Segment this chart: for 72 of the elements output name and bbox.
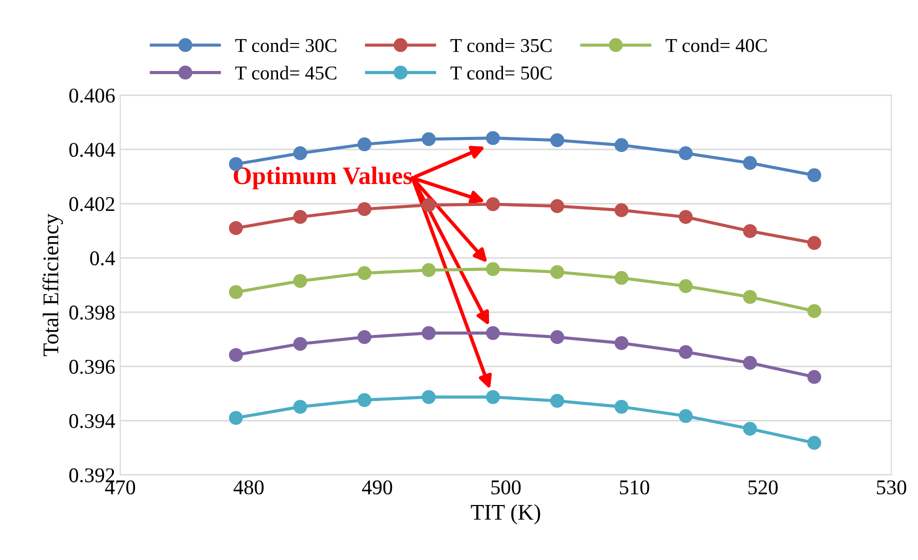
- point: [550, 330, 564, 344]
- point: [293, 210, 308, 224]
- point: [486, 262, 500, 276]
- point: [293, 336, 308, 351]
- point: [358, 393, 372, 407]
- y-tick-label: 0.392: [69, 468, 114, 482]
- y-tick-label: 0.396: [69, 360, 115, 374]
- point: [293, 400, 308, 414]
- point: [678, 210, 693, 224]
- point: [743, 356, 757, 370]
- legend-label: T cond= 35C: [450, 38, 552, 52]
- point: [550, 133, 564, 148]
- y-tick-label: 0.394: [69, 414, 116, 428]
- annotation: Optimum Values: [234, 166, 412, 190]
- point: [422, 198, 436, 212]
- point: [486, 390, 500, 404]
- point: [807, 370, 822, 384]
- point: [678, 345, 693, 359]
- point: [358, 330, 372, 344]
- point: [743, 224, 757, 238]
- point: [550, 265, 564, 279]
- point: [614, 400, 628, 414]
- point: [614, 138, 628, 152]
- x-tick-label: 530: [876, 480, 906, 494]
- point: [228, 348, 243, 362]
- point: [358, 202, 372, 216]
- point: [422, 326, 436, 340]
- x-axis-title: TIT (K): [470, 504, 540, 524]
- point: [293, 146, 308, 160]
- point: [743, 156, 757, 170]
- point: [422, 132, 436, 146]
- point: [743, 422, 757, 436]
- legend-label: T cond= 30C: [235, 38, 336, 52]
- point: [550, 394, 564, 408]
- point: [678, 146, 693, 160]
- y-tick-label: 0.4: [90, 251, 116, 266]
- legend-label: T cond= 45C: [235, 66, 336, 80]
- point: [228, 285, 243, 300]
- point: [614, 271, 628, 285]
- y-tick-label: 0.402: [69, 197, 114, 212]
- point: [422, 390, 436, 404]
- y-tick-label: 0.398: [69, 306, 115, 320]
- x-tick-label: 490: [362, 480, 392, 494]
- point: [422, 263, 436, 278]
- point: [486, 326, 500, 340]
- y-tick-label: 0.406: [69, 88, 115, 103]
- point: [614, 203, 628, 218]
- point: [486, 197, 500, 212]
- y-axis-title: Total Efficiency: [42, 214, 63, 356]
- point: [678, 279, 693, 294]
- point: [614, 336, 628, 350]
- point: [807, 304, 822, 318]
- point: [550, 199, 564, 214]
- legend-label: T cond= 40C: [666, 38, 767, 52]
- point: [228, 410, 243, 425]
- point: [228, 221, 243, 236]
- x-tick-label: 520: [748, 480, 778, 494]
- point: [743, 290, 757, 304]
- x-tick-label: 480: [234, 480, 264, 494]
- point: [486, 131, 500, 145]
- point: [358, 266, 372, 280]
- x-tick-label: 510: [620, 480, 650, 494]
- point: [807, 236, 822, 250]
- point: [807, 436, 822, 450]
- point: [678, 409, 693, 423]
- y-tick-label: 0.404: [69, 142, 116, 157]
- x-tick-label: 470: [105, 480, 136, 494]
- point: [358, 137, 372, 152]
- point: [293, 274, 308, 288]
- x-tick-label: 500: [491, 480, 521, 494]
- point: [807, 168, 822, 182]
- legend-label: T cond= 50C: [450, 66, 552, 80]
